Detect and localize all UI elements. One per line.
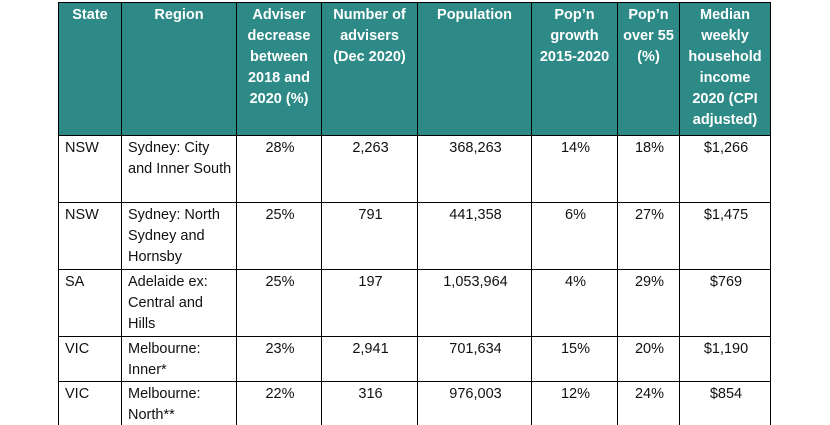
- table-row: NSW Sydney: City and Inner South 28% 2,2…: [58, 135, 771, 203]
- cell-number-of-advisers: 2,263: [321, 135, 418, 203]
- cell-population-over-55: 29%: [617, 269, 680, 337]
- table-row: SA Adelaide ex: Central and Hills 25% 19…: [58, 269, 771, 337]
- cell-median-weekly-income: $1,266: [679, 135, 771, 203]
- header-median-weekly-income: Median weekly household income 2020 (CPI…: [679, 2, 771, 136]
- table-body: NSW Sydney: City and Inner South 28% 2,2…: [58, 135, 771, 425]
- cell-number-of-advisers: 316: [321, 381, 418, 425]
- cell-population-over-55: 24%: [617, 381, 680, 425]
- cell-state: NSW: [58, 202, 122, 270]
- cell-median-weekly-income: $854: [679, 381, 771, 425]
- cell-adviser-decrease: 25%: [236, 269, 322, 337]
- cell-population: 701,634: [417, 336, 532, 382]
- header-state: State: [58, 2, 122, 136]
- header-row: State Region Adviser decrease between 20…: [58, 2, 771, 136]
- cell-population: 368,263: [417, 135, 532, 203]
- table-header: State Region Adviser decrease between 20…: [58, 2, 771, 136]
- cell-number-of-advisers: 2,941: [321, 336, 418, 382]
- cell-adviser-decrease: 23%: [236, 336, 322, 382]
- cell-population-growth: 4%: [531, 269, 618, 337]
- cell-median-weekly-income: $1,475: [679, 202, 771, 270]
- table-row: NSW Sydney: North Sydney and Hornsby 25%…: [58, 202, 771, 270]
- cell-region: Melbourne: Inner*: [121, 336, 237, 382]
- cell-region: Sydney: City and Inner South: [121, 135, 237, 203]
- cell-state: SA: [58, 269, 122, 337]
- cell-population: 976,003: [417, 381, 532, 425]
- cell-region: Adelaide ex: Central and Hills: [121, 269, 237, 337]
- cell-adviser-decrease: 28%: [236, 135, 322, 203]
- cell-state: VIC: [58, 336, 122, 382]
- cell-population-growth: 12%: [531, 381, 618, 425]
- cell-region: Sydney: North Sydney and Hornsby: [121, 202, 237, 270]
- cell-number-of-advisers: 791: [321, 202, 418, 270]
- cell-median-weekly-income: $769: [679, 269, 771, 337]
- cell-adviser-decrease: 25%: [236, 202, 322, 270]
- header-population: Population: [417, 2, 532, 136]
- table-row: VIC Melbourne: Inner* 23% 2,941 701,634 …: [58, 336, 771, 382]
- cell-median-weekly-income: $1,190: [679, 336, 771, 382]
- cell-population-over-55: 27%: [617, 202, 680, 270]
- cell-population: 1,053,964: [417, 269, 532, 337]
- header-adviser-decrease: Adviser decrease between 2018 and 2020 (…: [236, 2, 322, 136]
- cell-population-growth: 15%: [531, 336, 618, 382]
- header-population-over-55: Pop’n over 55 (%): [617, 2, 680, 136]
- cell-population-growth: 6%: [531, 202, 618, 270]
- cell-state: NSW: [58, 135, 122, 203]
- header-number-of-advisers: Number of advisers (Dec 2020): [321, 2, 418, 136]
- table-row: VIC Melbourne: North** 22% 316 976,003 1…: [58, 381, 771, 425]
- cell-population-over-55: 18%: [617, 135, 680, 203]
- advisers-by-region-table: State Region Adviser decrease between 20…: [58, 2, 771, 425]
- cell-adviser-decrease: 22%: [236, 381, 322, 425]
- cell-population: 441,358: [417, 202, 532, 270]
- cell-region: Melbourne: North**: [121, 381, 237, 425]
- header-population-growth: Pop’n growth 2015-2020: [531, 2, 618, 136]
- cell-state: VIC: [58, 381, 122, 425]
- header-region: Region: [121, 2, 237, 136]
- cell-population-over-55: 20%: [617, 336, 680, 382]
- cell-number-of-advisers: 197: [321, 269, 418, 337]
- cell-population-growth: 14%: [531, 135, 618, 203]
